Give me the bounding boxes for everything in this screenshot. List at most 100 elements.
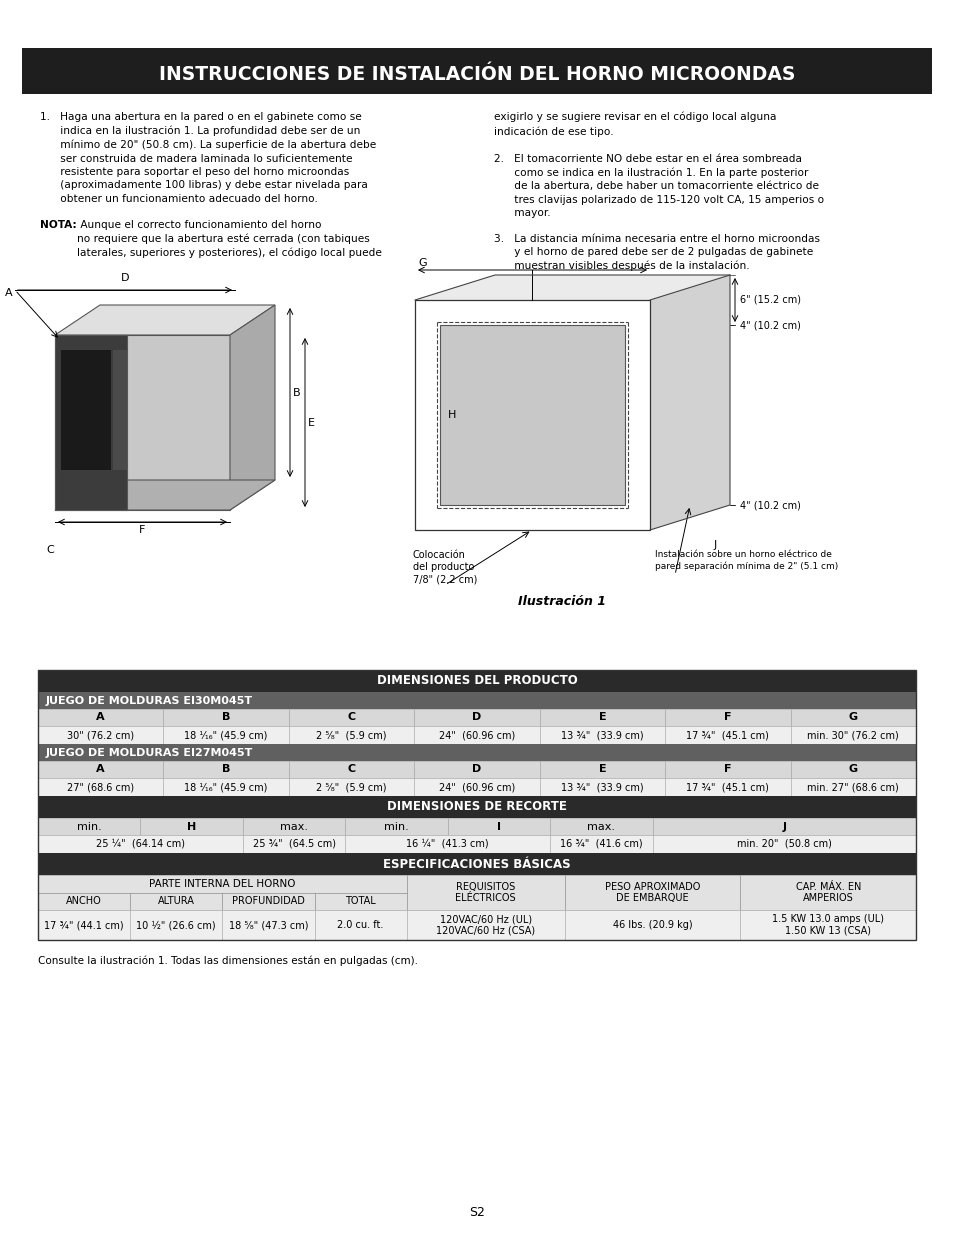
Text: 2 ⁵⁄₈"  (5.9 cm): 2 ⁵⁄₈" (5.9 cm) — [316, 730, 386, 740]
Bar — [564, 910, 740, 940]
Text: 25 ¼"  (64.14 cm): 25 ¼" (64.14 cm) — [96, 839, 185, 848]
Bar — [112, 350, 127, 471]
Bar — [289, 726, 414, 743]
Text: JUEGO DE MOLDURAS EI30M045T: JUEGO DE MOLDURAS EI30M045T — [46, 695, 253, 705]
Text: Consulte la ilustración 1. Todas las dimensiones están en pulgadas (cm).: Consulte la ilustración 1. Todas las dim… — [38, 955, 417, 966]
Bar — [38, 876, 406, 893]
Bar — [289, 761, 414, 778]
Bar — [38, 797, 915, 818]
Text: C: C — [46, 545, 53, 555]
Text: 3.   La distancia mínima necesaria entre el horno microondas
      y el horno de: 3. La distancia mínima necesaria entre e… — [494, 233, 820, 272]
Bar — [163, 709, 289, 726]
Bar — [289, 709, 414, 726]
Bar — [38, 835, 243, 853]
Text: 13 ¾"  (33.9 cm): 13 ¾" (33.9 cm) — [560, 782, 643, 792]
Text: F: F — [723, 764, 731, 774]
Bar — [652, 835, 915, 853]
Text: ANCHO: ANCHO — [66, 897, 102, 906]
Bar — [314, 910, 406, 940]
Text: D: D — [472, 713, 481, 722]
Bar — [38, 709, 163, 726]
Bar — [22, 48, 931, 94]
Text: Colocación
del producto
7/8" (2.2 cm): Colocación del producto 7/8" (2.2 cm) — [413, 550, 476, 585]
Polygon shape — [55, 480, 274, 510]
Bar — [406, 910, 564, 940]
Text: exigirlo y se sugiere revisar en el código local alguna
indicación de ese tipo.: exigirlo y se sugiere revisar en el códi… — [494, 112, 776, 137]
Text: 10 ½" (26.6 cm): 10 ½" (26.6 cm) — [136, 920, 216, 930]
Text: PESO APROXIMADO
DE EMBARQUE: PESO APROXIMADO DE EMBARQUE — [604, 882, 700, 903]
Text: 30" (76.2 cm): 30" (76.2 cm) — [67, 730, 134, 740]
Text: H: H — [187, 821, 196, 831]
Text: NOTA:: NOTA: — [40, 220, 76, 230]
Bar — [140, 818, 243, 835]
Bar — [414, 709, 539, 726]
Bar — [61, 350, 111, 471]
Bar — [439, 325, 624, 505]
Text: F: F — [139, 525, 146, 535]
Text: CAP. MÁX. EN
AMPERIOS: CAP. MÁX. EN AMPERIOS — [795, 882, 860, 903]
Bar — [539, 778, 664, 797]
Polygon shape — [230, 305, 274, 510]
Text: 18 ⁵⁄₈" (47.3 cm): 18 ⁵⁄₈" (47.3 cm) — [229, 920, 308, 930]
Text: E: E — [308, 417, 314, 427]
Text: min. 27" (68.6 cm): min. 27" (68.6 cm) — [806, 782, 899, 792]
Bar — [243, 818, 345, 835]
Text: max.: max. — [587, 821, 615, 831]
Text: PROFUNDIDAD: PROFUNDIDAD — [232, 897, 305, 906]
Text: H: H — [448, 410, 456, 420]
Text: 2 ⁵⁄₈"  (5.9 cm): 2 ⁵⁄₈" (5.9 cm) — [316, 782, 386, 792]
Text: E: E — [598, 713, 605, 722]
Text: A: A — [96, 764, 105, 774]
Text: 1.5 KW 13.0 amps (UL)
1.50 KW 13 (CSA): 1.5 KW 13.0 amps (UL) 1.50 KW 13 (CSA) — [771, 914, 883, 936]
Text: B: B — [222, 764, 230, 774]
Bar — [740, 876, 915, 910]
Bar — [55, 335, 127, 510]
Polygon shape — [415, 275, 729, 300]
Text: 2.   El tomacorriente NO debe estar en el área sombreada
      como se indica en: 2. El tomacorriente NO debe estar en el … — [494, 154, 823, 219]
Text: J: J — [781, 821, 785, 831]
Bar — [38, 818, 140, 835]
Text: C: C — [347, 764, 355, 774]
Text: 16 ¾"  (41.6 cm): 16 ¾" (41.6 cm) — [559, 839, 642, 848]
Text: A: A — [96, 713, 105, 722]
Text: B: B — [293, 388, 300, 398]
Text: Instalación sobre un horno eléctrico de
pared separación mínima de 2" (5.1 cm): Instalación sobre un horno eléctrico de … — [655, 550, 838, 571]
Text: 17 ¾"  (45.1 cm): 17 ¾" (45.1 cm) — [686, 730, 768, 740]
Bar — [664, 709, 790, 726]
Bar — [38, 778, 163, 797]
Text: REQUISITOS
ELÉCTRICOS: REQUISITOS ELÉCTRICOS — [455, 882, 516, 903]
Bar — [345, 818, 447, 835]
Text: 4" (10.2 cm): 4" (10.2 cm) — [740, 500, 800, 510]
Text: G: G — [848, 764, 857, 774]
Bar — [539, 726, 664, 743]
Bar — [740, 910, 915, 940]
Bar — [55, 335, 230, 510]
Text: DIMENSIONES DE RECORTE: DIMENSIONES DE RECORTE — [387, 800, 566, 814]
Text: min.: min. — [384, 821, 409, 831]
Bar — [222, 893, 314, 910]
Text: J: J — [713, 540, 716, 550]
Text: 1.   Haga una abertura en la pared o en el gabinete como se
      indica en la i: 1. Haga una abertura en la pared o en el… — [40, 112, 375, 204]
Bar — [163, 778, 289, 797]
Text: 17 ¾" (44.1 cm): 17 ¾" (44.1 cm) — [44, 920, 124, 930]
Bar — [38, 893, 130, 910]
Bar — [414, 778, 539, 797]
Text: C: C — [347, 713, 355, 722]
Text: 6" (15.2 cm): 6" (15.2 cm) — [740, 295, 801, 305]
Bar — [790, 726, 915, 743]
Bar — [539, 761, 664, 778]
Text: 13 ¾"  (33.9 cm): 13 ¾" (33.9 cm) — [560, 730, 643, 740]
Bar — [38, 692, 915, 709]
Bar — [539, 709, 664, 726]
Text: 120VAC/60 Hz (UL)
120VAC/60 Hz (CSA): 120VAC/60 Hz (UL) 120VAC/60 Hz (CSA) — [436, 914, 535, 936]
Bar — [414, 726, 539, 743]
Bar — [289, 778, 414, 797]
Text: E: E — [598, 764, 605, 774]
Text: JUEGO DE MOLDURAS EI27M045T: JUEGO DE MOLDURAS EI27M045T — [46, 747, 253, 757]
Text: min.: min. — [77, 821, 101, 831]
Bar — [564, 876, 740, 910]
Bar — [406, 876, 564, 910]
Bar — [790, 761, 915, 778]
Bar — [790, 778, 915, 797]
Bar — [38, 853, 915, 876]
